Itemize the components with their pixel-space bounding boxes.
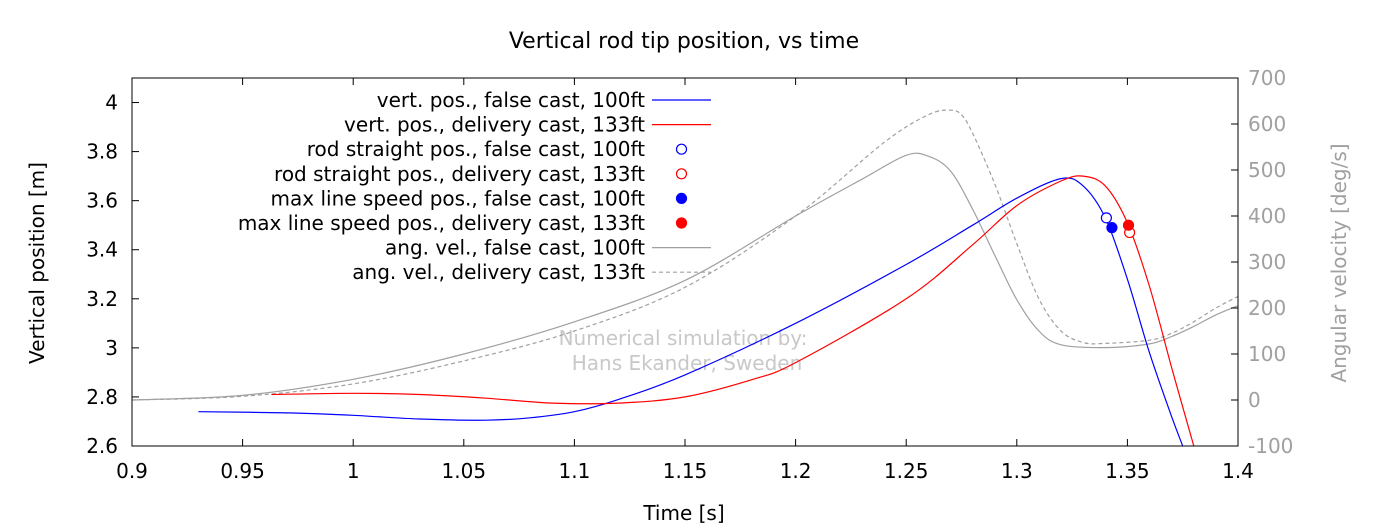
legend-label: vert. pos., delivery cast, 133ft <box>344 113 645 137</box>
y2-tick-label: 0 <box>1248 388 1261 412</box>
data-point-max-line-speed-pos-false-cast-100ft <box>1107 223 1117 233</box>
x-tick-label: 1.35 <box>1105 459 1150 483</box>
legend-point-swatch <box>677 169 687 179</box>
y-tick-label: 4 <box>105 91 118 115</box>
y2-tick-label: 300 <box>1248 250 1286 274</box>
y-axis-label: Vertical position [m] <box>25 162 49 364</box>
y2-tick-label: 700 <box>1248 66 1286 90</box>
legend-label: vert. pos., false cast, 100ft <box>377 88 645 112</box>
y2-tick-label: 600 <box>1248 112 1286 136</box>
y-tick-label: 2.6 <box>86 434 118 458</box>
y-tick-label: 3.8 <box>86 140 118 164</box>
y-tick-label: 2.8 <box>86 385 118 409</box>
x-tick-label: 1.2 <box>780 459 812 483</box>
x-tick-label: 1.05 <box>442 459 487 483</box>
chart-title: Vertical rod tip position, vs time <box>509 29 859 54</box>
legend-label: ang. vel., false cast, 100ft <box>385 236 645 260</box>
y2-tick-label: -100 <box>1248 434 1293 458</box>
legend-label: max line speed pos., delivery cast, 133f… <box>238 211 645 235</box>
x-tick-label: 0.95 <box>220 459 265 483</box>
y2-tick-label: 400 <box>1248 204 1286 228</box>
x-tick-label: 1.25 <box>884 459 929 483</box>
legend-label: ang. vel., delivery cast, 133ft <box>352 260 645 284</box>
annotation: Numerical simulation by: Hans Ekander, S… <box>559 326 808 375</box>
y-tick-label: 3.4 <box>86 238 118 262</box>
chart: Vertical rod tip position, vs time Time … <box>0 0 1400 531</box>
legend-point-swatch <box>677 144 687 154</box>
data-point-max-line-speed-pos-delivery-cast-133ft <box>1124 220 1134 230</box>
x-tick-label: 1 <box>347 459 360 483</box>
legend-point-swatch <box>677 193 687 203</box>
annotation-line-1: Numerical simulation by: <box>559 326 808 350</box>
y2-tick-label: 200 <box>1248 296 1286 320</box>
x-axis-label: Time [s] <box>642 501 724 525</box>
data-point-rod-straight-pos-false-cast-100ft <box>1101 213 1111 223</box>
y-tick-label: 3.2 <box>86 287 118 311</box>
x-tick-label: 1.1 <box>558 459 590 483</box>
y2-tick-label: 500 <box>1248 158 1286 182</box>
legend-label: max line speed pos., false cast, 100ft <box>271 186 646 210</box>
legend-point-swatch <box>677 218 687 228</box>
chart-background <box>0 0 1400 531</box>
y2-axis-label: Angular velocity [deg/s] <box>1327 143 1351 382</box>
annotation-line-2: Hans Ekander, Sweden <box>572 351 803 375</box>
x-tick-label: 1.3 <box>1001 459 1033 483</box>
legend-label: rod straight pos., false cast, 100ft <box>307 137 645 161</box>
y-tick-label: 3.6 <box>86 189 118 213</box>
x-tick-label: 1.15 <box>663 459 708 483</box>
y2-tick-label: 100 <box>1248 342 1286 366</box>
x-tick-label: 0.9 <box>116 459 148 483</box>
x-tick-label: 1.4 <box>1222 459 1254 483</box>
legend-label: rod straight pos., delivery cast, 133ft <box>274 162 645 186</box>
y-tick-label: 3 <box>105 336 118 360</box>
